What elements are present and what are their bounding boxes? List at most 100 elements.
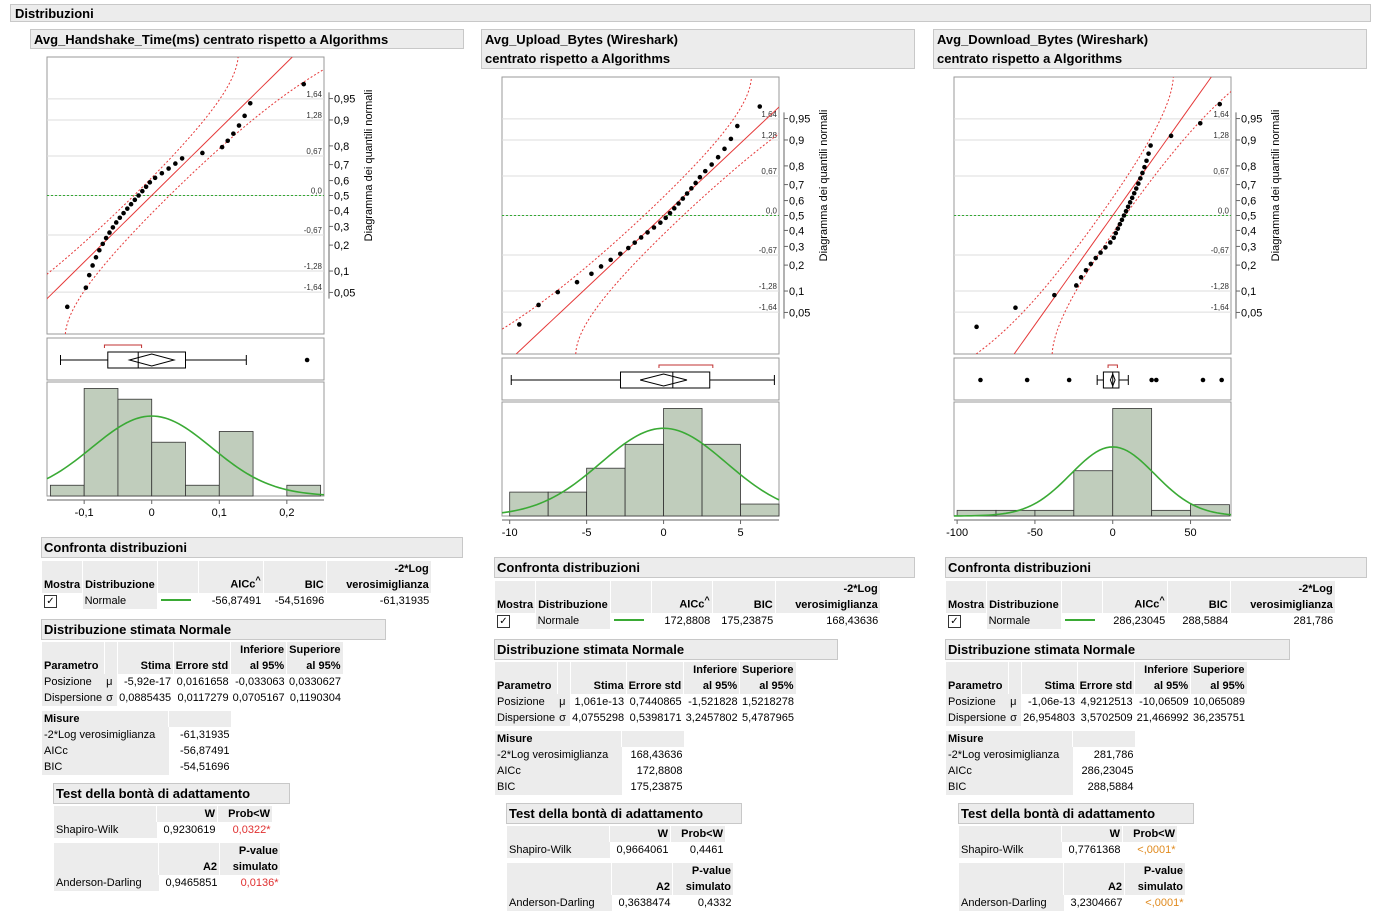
prob-axis-label: 0,1 <box>789 286 804 298</box>
pvalue-significant: 0,0136* <box>240 877 279 889</box>
box-outlier <box>304 357 310 363</box>
histogram-bar <box>1190 504 1230 517</box>
distributions-header[interactable]: Distribuzioni <box>10 4 1371 22</box>
prob-axis-label: 0,6 <box>789 196 804 208</box>
show-checkbox[interactable]: ✓ <box>948 615 961 628</box>
show-checkbox[interactable]: ✓ <box>497 615 510 628</box>
pvalue-significant: 0,0322* <box>232 824 271 836</box>
qq-point <box>1168 133 1174 139</box>
qq-plot-area <box>502 77 779 354</box>
histogram-bar <box>547 491 588 517</box>
distribution-plot-download: 1,64 1,28 0,67 0,0 -0,67 -1,28 -1,64 0,95 0,9 0,8… <box>946 76 1282 539</box>
qq-point <box>1088 261 1094 267</box>
col-stderr: Errore std <box>173 642 232 674</box>
col-lower95: Inferiore al 95% <box>230 642 288 674</box>
column-title-line1: Avg_Upload_Bytes (Wireshark) <box>485 32 679 47</box>
normal-density-curve <box>953 446 1232 517</box>
qq-point <box>1144 158 1149 164</box>
qq-point <box>709 162 714 167</box>
loglik-value: -61,31935 <box>379 595 430 607</box>
qq-point <box>1136 181 1141 186</box>
legend-line <box>614 619 645 621</box>
histogram-bar <box>740 503 780 517</box>
qq-point <box>121 210 126 216</box>
qq-point <box>1131 190 1137 196</box>
qq-fit-line <box>515 106 779 354</box>
prob-axis-label: 0,4 <box>334 205 349 217</box>
fitted-normal-header[interactable]: Distribuzione stimata Normale <box>494 639 838 660</box>
histogram-bar <box>701 443 741 517</box>
qq-point <box>651 225 657 230</box>
prob-axis-label: 0,2 <box>334 240 349 252</box>
prob-axis-label: 0,2 <box>789 260 804 272</box>
prob-axis-label: 0,5 <box>1241 211 1256 223</box>
col-aicc[interactable]: AICc^ <box>198 561 264 593</box>
compare-distributions-header[interactable]: Confronta distribuzioni <box>945 557 1367 578</box>
box-iqr <box>1102 371 1120 389</box>
column-title-upload[interactable]: Avg_Upload_Bytes (Wireshark) centrato ri… <box>481 29 915 69</box>
box-mean-diamond <box>1109 372 1116 388</box>
column-title-download[interactable]: Avg_Download_Bytes (Wireshark) centrato … <box>933 29 1367 69</box>
compare-distributions-header[interactable]: Confronta distribuzioni <box>494 557 915 578</box>
qq-point <box>974 324 979 330</box>
col-bic: BIC <box>263 561 327 593</box>
hist-x-tick-label: -10 <box>502 527 518 539</box>
table-row: Shapiro-Wilk 0,9230619 0,0322* <box>54 822 271 838</box>
hist-x-tick-label: 0 <box>149 507 155 519</box>
hist-x-tick-label: 50 <box>1184 527 1196 539</box>
show-checkbox[interactable]: ✓ <box>44 595 57 608</box>
qq-point <box>110 225 116 230</box>
qq-point <box>86 272 92 278</box>
prob-axis-label: 0,6 <box>1241 196 1256 208</box>
qq-z-label: 1,28 <box>761 131 777 140</box>
qq-point <box>247 100 253 106</box>
qq-point <box>242 113 247 119</box>
goodness-of-fit-header[interactable]: Test della bontà di adattamento <box>506 803 742 824</box>
col-aicc[interactable]: AICc^ <box>651 581 713 613</box>
histogram-bar <box>1073 470 1114 517</box>
fitted-normal-header[interactable]: Distribuzione stimata Normale <box>945 639 1290 660</box>
pvalue-significant: <,0001* <box>1145 897 1184 909</box>
qq-point <box>589 271 594 277</box>
distribution-plot-handshake: 1,64 1,28 0,67 0,0 -0,67 -1,28 -1,64 0,95 0,9 0,8… <box>46 56 375 519</box>
col-aicc[interactable]: AICc^ <box>1102 581 1168 613</box>
qq-point <box>645 230 650 235</box>
histogram-bar <box>49 484 85 497</box>
qq-point <box>735 123 740 129</box>
prob-axis-label: 0,7 <box>334 160 349 172</box>
qq-point <box>1146 151 1151 156</box>
histogram-bar <box>151 441 186 497</box>
qq-confidence-band <box>1051 90 1231 354</box>
qq-point <box>671 206 677 211</box>
fitted-normal-header[interactable]: Distribuzione stimata Normale <box>41 619 386 640</box>
col-distribution: Distribuzione <box>82 561 158 593</box>
qq-point <box>225 138 231 144</box>
anderson-darling-table: A2 P-value simulato Anderson-Darling 3,2304… <box>959 863 1186 911</box>
qq-point <box>1119 217 1125 223</box>
prob-axis-label: 0,9 <box>334 115 349 127</box>
prob-axis-label: 0,7 <box>789 180 804 192</box>
hist-x-tick-label: 5 <box>737 527 743 539</box>
normal-density-curve <box>501 427 780 514</box>
qq-point <box>1111 235 1117 241</box>
prob-axis-label: 0,9 <box>1241 135 1256 147</box>
goodness-of-fit-header[interactable]: Test della bontà di adattamento <box>958 803 1194 824</box>
table-row: BIC 288,5884 <box>946 779 1134 795</box>
qq-point <box>152 175 158 181</box>
qq-point <box>159 170 165 176</box>
table-row: Shapiro-Wilk 0,9664061 0,4461 <box>507 842 724 858</box>
qq-point <box>1117 221 1123 227</box>
table-row: -2*Log verosimiglianza -61,31935 <box>42 727 230 743</box>
compare-distributions-header[interactable]: Confronta distribuzioni <box>41 537 463 558</box>
qq-point <box>147 180 153 185</box>
col-parameter: Parametro <box>42 642 105 674</box>
column-title-handshake[interactable]: Avg_Handshake_Time(ms) centrato rispetto… <box>30 29 464 49</box>
qq-z-label: 0,0 <box>1218 207 1230 216</box>
goodness-of-fit-header[interactable]: Test della bontà di adattamento <box>53 783 290 804</box>
table-row: BIC -54,51696 <box>42 759 230 775</box>
legend-line <box>161 599 192 601</box>
measures-table: Misure -2*Log verosimiglianza 281,786 AIC… <box>946 731 1136 795</box>
table-row: -2*Log verosimiglianza 281,786 <box>946 747 1134 763</box>
box-mean-diamond <box>127 353 176 367</box>
fitted-normal-table: Parametro Stima Errore std Inferiore al 9… <box>495 662 797 726</box>
